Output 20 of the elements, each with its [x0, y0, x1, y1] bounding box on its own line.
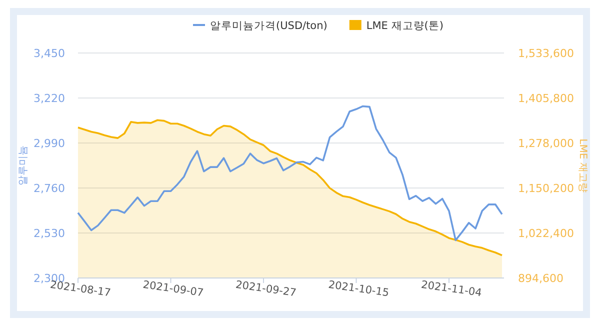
line-series	[77, 105, 503, 242]
y2-axis-title: LME 재고량	[577, 138, 588, 192]
y2-tick-label: 1,533,600	[518, 47, 574, 60]
x-tick-label: 2021-09-27	[234, 278, 297, 300]
x-tick-label: 2021-09-07	[142, 278, 204, 300]
x-tick-label: 2021-10-15	[328, 278, 390, 300]
y-tick-label: 2,530	[34, 227, 65, 240]
y-tick-label: 3,220	[34, 92, 65, 105]
y-tick-label: 3,450	[34, 47, 65, 60]
y2-tick-label: 1,150,200	[518, 182, 574, 195]
y-tick-label: 2,990	[34, 137, 65, 150]
y-tick-label: 2,760	[34, 182, 65, 195]
y2-tick-label: 1,278,000	[518, 137, 574, 150]
legend-label: 알루미늄가격(USD/ton)	[210, 20, 328, 32]
legend-label: LME 재고량(톤)	[366, 20, 444, 32]
x-tick-label: 2021-11-04	[420, 278, 483, 300]
y2-tick-label: 1,022,400	[518, 227, 574, 240]
y-axis-title: 알루미늄	[18, 146, 29, 186]
y2-tick-label: 1,405,800	[518, 92, 574, 105]
y2-tick-label: 894,600	[518, 272, 564, 285]
